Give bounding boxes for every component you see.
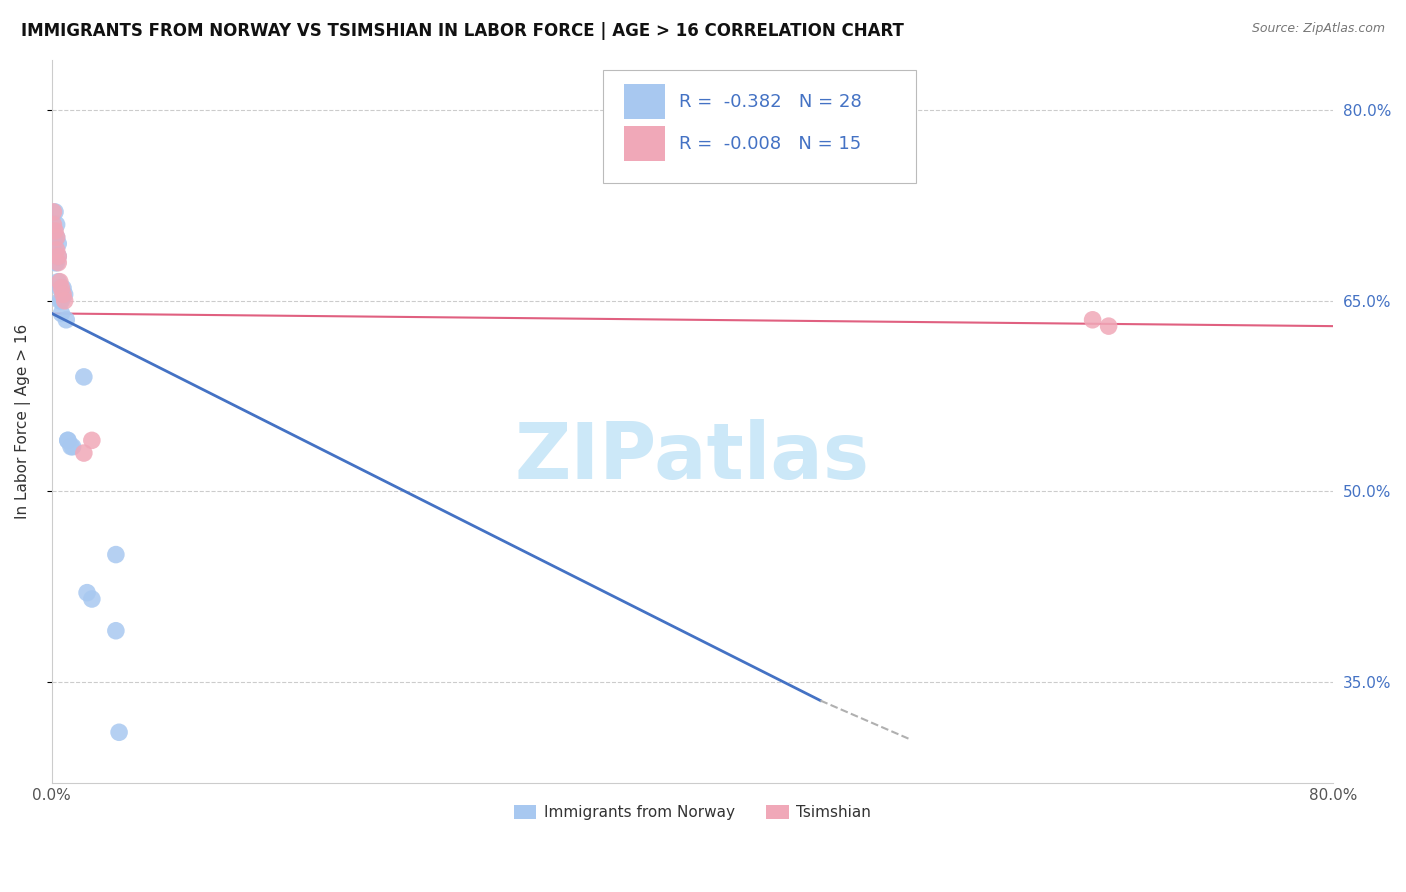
FancyBboxPatch shape [603,70,917,183]
Point [45,230,67,244]
Point [42,205,65,219]
Y-axis label: In Labor Force | Age > 16: In Labor Force | Age > 16 [15,324,31,519]
Point [53,293,76,308]
Point [1081,313,1104,327]
Point [55,313,77,327]
Point [73,446,96,460]
Point [46,249,69,263]
Point [62,440,84,454]
Point [45,230,67,244]
Point [56,434,79,448]
Point [49,281,72,295]
Point [53,287,76,301]
Point [56,434,79,448]
Point [52,287,75,301]
Point [49,293,72,308]
Point [44,236,66,251]
Point [80,434,103,448]
Legend: Immigrants from Norway, Tsimshian: Immigrants from Norway, Tsimshian [508,798,877,826]
Point [104,548,127,562]
Point [45,218,67,232]
Point [51,281,73,295]
Text: R =  -0.008   N = 15: R = -0.008 N = 15 [679,135,862,153]
Point [42,243,65,257]
Point [45,255,67,269]
Point [42,218,65,232]
Point [44,255,66,269]
Point [60,440,83,454]
Point [52,281,75,295]
Point [104,624,127,638]
Point [108,725,131,739]
Point [80,592,103,607]
Point [42,230,65,244]
Point [46,255,69,269]
Bar [624,126,665,161]
Text: ZIPatlas: ZIPatlas [515,419,870,495]
Point [51,306,73,320]
Point [44,205,66,219]
Point [45,243,67,257]
Point [46,249,69,263]
Point [73,370,96,384]
Point [46,236,69,251]
Bar [624,84,665,119]
Point [49,275,72,289]
Point [76,585,98,599]
Text: IMMIGRANTS FROM NORWAY VS TSIMSHIAN IN LABOR FORCE | AGE > 16 CORRELATION CHART: IMMIGRANTS FROM NORWAY VS TSIMSHIAN IN L… [21,22,904,40]
Text: Source: ZipAtlas.com: Source: ZipAtlas.com [1251,22,1385,36]
Point [46,275,69,289]
Point [51,293,73,308]
Text: R =  -0.382   N = 28: R = -0.382 N = 28 [679,93,862,111]
Point [1097,319,1119,334]
Point [44,224,66,238]
